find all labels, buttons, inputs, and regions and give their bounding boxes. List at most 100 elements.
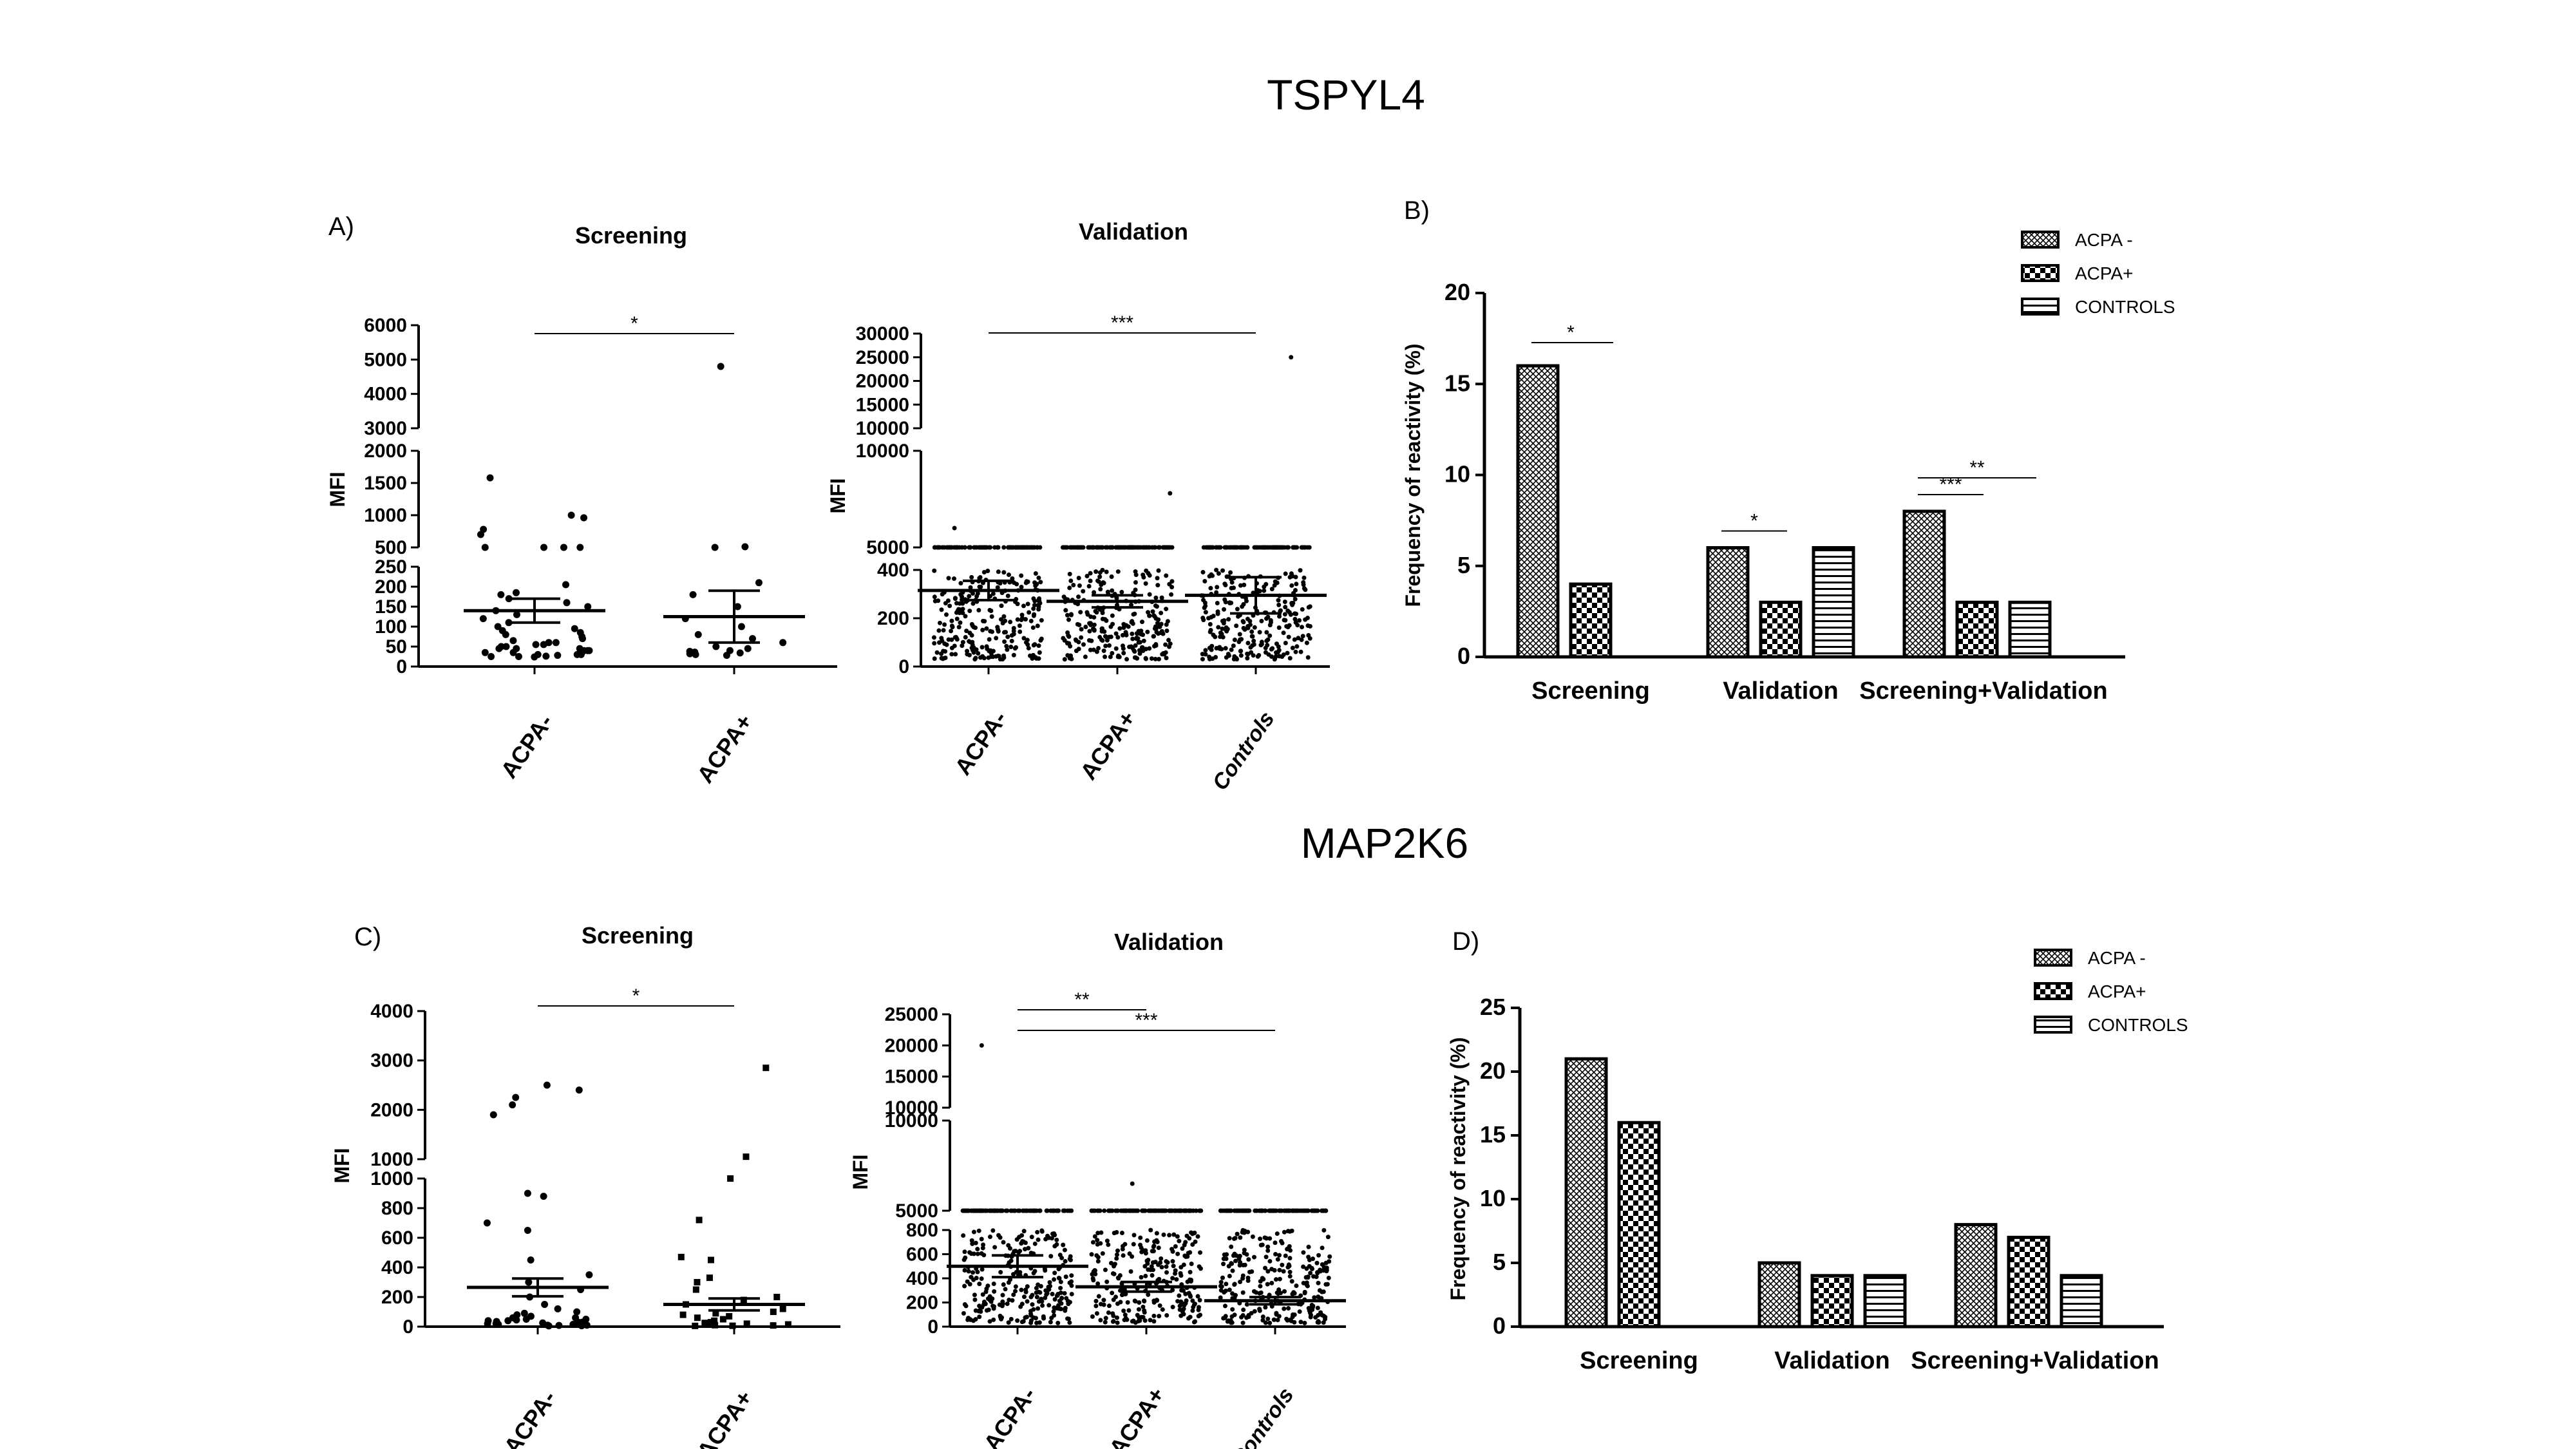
data-point xyxy=(969,1238,974,1243)
y-axis-title: MFI xyxy=(326,471,349,507)
data-point xyxy=(1304,640,1309,645)
data-point xyxy=(1250,1234,1255,1239)
data-point xyxy=(1244,1302,1249,1307)
legend-label: ACPA - xyxy=(2075,230,2133,250)
data-point xyxy=(1093,609,1098,614)
data-point xyxy=(1011,625,1016,630)
data-point xyxy=(1298,649,1303,654)
data-point xyxy=(1101,649,1106,654)
data-point xyxy=(1263,1320,1268,1325)
legend-swatch xyxy=(2021,298,2060,316)
data-point xyxy=(1061,594,1066,600)
data-point xyxy=(1005,1302,1010,1307)
data-point xyxy=(1033,571,1038,576)
data-point xyxy=(958,581,963,586)
data-point xyxy=(1126,624,1131,629)
data-point xyxy=(1090,1276,1095,1281)
data-point xyxy=(967,594,972,599)
data-point xyxy=(1159,1256,1164,1261)
data-point xyxy=(1083,654,1088,659)
data-point xyxy=(1103,654,1108,659)
data-point xyxy=(1047,1280,1052,1285)
data-point xyxy=(1301,1264,1306,1269)
data-point xyxy=(1096,1294,1101,1299)
data-point xyxy=(1179,1288,1184,1293)
data-point xyxy=(1319,1208,1324,1213)
data-point xyxy=(1160,631,1166,636)
data-point xyxy=(1015,601,1020,607)
data-point xyxy=(1013,1289,1018,1294)
significance-label: *** xyxy=(1939,474,1962,495)
data-point xyxy=(1214,567,1219,573)
y-tick-label: 10000 xyxy=(856,418,909,439)
data-point xyxy=(1260,1208,1265,1213)
data-point xyxy=(1076,647,1081,652)
data-point xyxy=(1307,636,1312,641)
data-point xyxy=(1065,545,1070,550)
data-point xyxy=(1032,642,1037,647)
data-point xyxy=(1081,589,1086,594)
data-point xyxy=(1036,575,1041,580)
data-point xyxy=(1300,545,1305,550)
data-point xyxy=(981,545,987,550)
y-tick-label: 25000 xyxy=(856,347,909,368)
data-point xyxy=(965,1279,970,1284)
data-point xyxy=(1117,626,1122,631)
data-point xyxy=(1300,634,1305,639)
data-point xyxy=(1005,647,1010,652)
data-point xyxy=(1205,545,1210,550)
data-point xyxy=(1324,1265,1329,1271)
data-point xyxy=(1115,1208,1120,1213)
data-point xyxy=(1034,1320,1039,1325)
data-point xyxy=(945,598,951,603)
data-point xyxy=(1100,1251,1105,1256)
data-point xyxy=(712,1321,719,1329)
data-point xyxy=(1307,623,1312,629)
data-point xyxy=(584,603,592,611)
data-point xyxy=(1098,587,1103,592)
data-point xyxy=(1110,613,1115,618)
data-point xyxy=(939,607,944,612)
data-point xyxy=(1143,581,1148,586)
data-point xyxy=(1031,1271,1036,1276)
data-point xyxy=(1229,1244,1234,1249)
data-point xyxy=(932,594,937,600)
data-point xyxy=(524,1227,531,1234)
data-point xyxy=(983,1289,989,1294)
data-point xyxy=(779,639,787,647)
data-point xyxy=(1032,1241,1037,1246)
panel-label: D) xyxy=(1452,927,1479,956)
data-point xyxy=(960,643,965,649)
data-point xyxy=(1003,630,1008,635)
data-point xyxy=(1222,1303,1227,1309)
data-point xyxy=(1214,545,1219,550)
panel-d-frequency-bar-chart: D) Frequency of reactivity (%) 0 5 10 15 20 25 S… xyxy=(1446,927,2188,1374)
data-point xyxy=(1136,640,1141,645)
data-point xyxy=(578,1322,585,1330)
data-point xyxy=(1282,545,1287,550)
data-point xyxy=(585,1271,593,1278)
data-point xyxy=(1153,603,1158,609)
data-point xyxy=(994,636,999,641)
data-point xyxy=(1323,1260,1329,1265)
data-point xyxy=(694,1314,701,1321)
data-point xyxy=(975,1251,980,1256)
data-point xyxy=(1188,1208,1193,1213)
data-point xyxy=(1283,1253,1288,1258)
data-point xyxy=(1302,1291,1307,1296)
data-point xyxy=(982,619,987,624)
data-point xyxy=(1063,1274,1068,1279)
y-tick-label: 10000 xyxy=(885,1097,938,1119)
data-point xyxy=(1090,1314,1095,1319)
data-point xyxy=(1284,1316,1289,1321)
data-point xyxy=(1293,616,1298,621)
data-point xyxy=(1141,638,1146,643)
data-point xyxy=(1201,618,1206,623)
data-point xyxy=(1133,580,1138,585)
data-point xyxy=(985,647,990,652)
data-point xyxy=(1130,631,1135,636)
data-point xyxy=(1128,1269,1133,1274)
data-point xyxy=(1239,1314,1244,1320)
data-point xyxy=(1052,1271,1057,1276)
data-point xyxy=(1054,1242,1059,1247)
